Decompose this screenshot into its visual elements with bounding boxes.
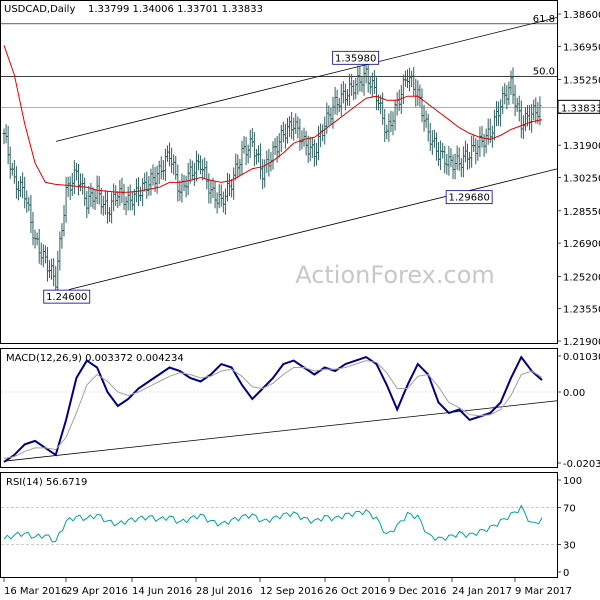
macd-axis-label-2: -0.020324 (563, 459, 600, 470)
lower-channel-line (68, 168, 558, 291)
rsi-axis-label-2: 30 (563, 540, 576, 551)
rsi-layer (1, 504, 557, 545)
price-axis-label-7: 1.26900 (563, 239, 600, 250)
price-axis-label-0: 1.38600 (563, 10, 600, 21)
price-panel (0, 0, 558, 344)
upper-channel-line (55, 17, 558, 142)
date-axis-label-0: 16 Mar 2016 (4, 586, 67, 597)
rsi-panel (0, 472, 558, 578)
ohlc-values: 1.33799 1.34006 1.33701 1.33833 (88, 4, 263, 15)
macd-line (3, 355, 543, 463)
price-axis-label-1: 1.36950 (563, 42, 600, 53)
fib-level-label-1: 50.0 (533, 67, 555, 78)
price-axis-label-4: 1.31900 (563, 141, 600, 152)
moving-average-line (3, 45, 543, 193)
price-axis-label-2: 1.35250 (563, 76, 600, 87)
macd-trendline (3, 400, 558, 462)
price-annotation-box-0 (43, 289, 91, 304)
macd-layer (1, 355, 558, 463)
date-axis-label-8: 9 Mar 2017 (515, 586, 572, 597)
watermark: ActionForex.com (295, 261, 495, 289)
current-price-box (557, 99, 600, 114)
axis-layer: 1.33833 1.38600 1.36950 1.35250 1.31900 1.302… (3, 10, 600, 597)
rsi-label: RSI(14) 56.6719 (6, 477, 87, 488)
symbol-label: USDCAD,Daily (4, 4, 75, 15)
price-axis-label-6: 1.28550 (563, 207, 600, 218)
price-annotation-box-2 (445, 190, 493, 205)
rsi-line (3, 504, 543, 543)
macd-axis-label-0: 0.010306 (563, 352, 600, 363)
date-axis-label-5: 26 Oct 2016 (325, 586, 387, 597)
rsi-axis-label-3: 0 (563, 568, 569, 579)
price-annotation-label-0: 1.24600 (46, 292, 87, 303)
date-axis-label-1: 29 Apr 2016 (66, 586, 128, 597)
date-axis-label-3: 28 Jul 2016 (196, 586, 253, 597)
current-price-label: 1.33833 (561, 103, 600, 114)
fib-level-label-0: 61.8 (533, 14, 555, 25)
price-annotation-box-1 (332, 50, 380, 65)
date-axis-label-2: 14 Jun 2016 (132, 586, 192, 597)
date-axis-label-4: 12 Sep 2016 (260, 586, 323, 597)
macd-signal-line (3, 360, 543, 459)
macd-axis-label-1: 0.00 (563, 388, 585, 399)
price-annotation-label-2: 1.29680 (448, 193, 489, 204)
macd-label: MACD(12,26,9) 0.003372 0.004234 (6, 353, 184, 364)
price-axis-label-5: 1.30250 (563, 174, 600, 185)
price-layer: 61.8 50.0 1.24600 1.35980 1.29680 (1, 14, 558, 304)
date-axis-label-7: 24 Jan 2017 (452, 586, 512, 597)
date-axis-label-6: 9 Dec 2016 (389, 586, 447, 597)
price-axis-label-8: 1.25200 (563, 272, 600, 283)
price-axis-label-9: 1.23550 (563, 305, 600, 316)
rsi-axis-label-1: 70 (563, 504, 576, 515)
price-annotation-label-1: 1.35980 (335, 53, 376, 64)
rsi-axis-label-0: 100 (563, 476, 582, 487)
